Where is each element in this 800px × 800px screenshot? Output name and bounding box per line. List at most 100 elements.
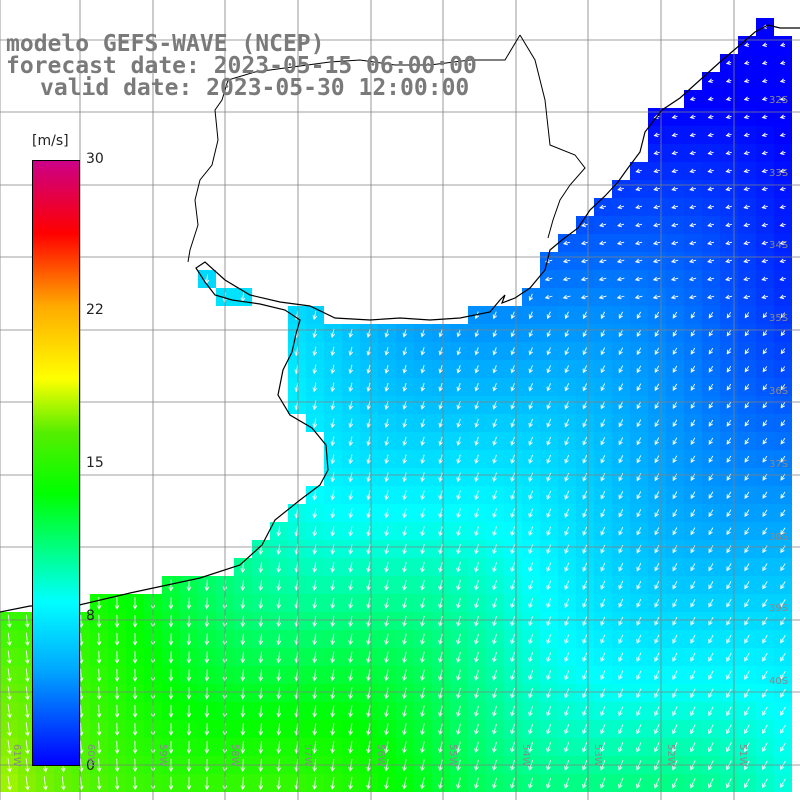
wind-arrow — [636, 329, 642, 338]
wind-arrow — [582, 670, 588, 681]
wind-arrow — [492, 562, 497, 573]
wind-arrow — [204, 705, 210, 718]
wind-arrow — [672, 598, 678, 608]
wind-arrow — [456, 526, 461, 537]
wind-arrow — [186, 615, 192, 628]
wind-arrow — [671, 132, 678, 138]
wind-arrow — [689, 168, 696, 174]
wind-arrow — [312, 310, 318, 321]
wind-arrow — [384, 382, 390, 392]
wind-arrow — [564, 526, 570, 536]
wind-arrow — [546, 562, 552, 573]
wind-arrow — [654, 527, 660, 536]
wind-arrow — [510, 634, 515, 645]
lat-label-39s: 39S — [769, 603, 789, 614]
wind-arrow — [276, 723, 282, 736]
wind-arrow — [562, 240, 571, 246]
wind-arrow — [562, 276, 571, 282]
wind-arrow — [114, 686, 120, 700]
wind-arrow — [654, 778, 660, 789]
wind-arrow — [258, 723, 264, 736]
wind-arrow — [564, 777, 570, 789]
wind-arrow — [600, 347, 606, 356]
wind-arrow — [348, 562, 353, 573]
wind-arrow — [510, 723, 515, 735]
wind-arrow — [330, 490, 336, 501]
wind-arrow — [690, 311, 696, 319]
wind-arrow — [96, 632, 102, 646]
wind-arrow — [402, 723, 407, 736]
wind-arrow — [779, 132, 786, 138]
wind-arrow — [618, 401, 624, 410]
wind-arrow — [456, 562, 461, 573]
wind-arrow — [546, 418, 552, 428]
wind-arrow — [474, 383, 479, 392]
wind-arrow — [384, 562, 389, 573]
wind-arrow — [598, 294, 607, 300]
wind-arrow — [384, 490, 389, 501]
wind-arrow — [276, 633, 282, 646]
wind-arrow — [456, 329, 462, 338]
wind-arrow — [384, 544, 389, 555]
wind-arrow — [420, 418, 425, 428]
wind-arrow — [438, 687, 443, 700]
wind-arrow — [636, 347, 642, 356]
wind-arrow — [528, 401, 533, 410]
wind-arrow — [348, 705, 353, 718]
wind-arrow — [348, 364, 354, 375]
lon-label-61w: 61W — [11, 744, 22, 767]
wind-arrow — [204, 741, 210, 754]
wind-arrow — [420, 705, 425, 718]
wind-arrow — [762, 312, 768, 319]
wind-arrow — [510, 598, 515, 609]
wind-arrow — [744, 419, 750, 427]
wind-arrow — [366, 597, 371, 609]
wind-arrow — [438, 454, 443, 465]
wind-arrow — [582, 598, 588, 609]
wind-arrow — [600, 455, 606, 464]
wind-arrow — [706, 294, 715, 300]
wind-arrow — [348, 776, 353, 790]
wind-arrow — [438, 615, 443, 627]
wind-arrow — [528, 347, 533, 356]
wind-arrow — [330, 651, 335, 664]
wind-arrow — [240, 741, 246, 754]
wind-arrow — [330, 687, 335, 700]
wind-arrow — [744, 778, 750, 789]
wind-arrow — [780, 527, 786, 536]
title-model: modelo GEFS-WAVE (NCEP) — [6, 31, 325, 57]
wind-arrow — [780, 312, 786, 319]
wind-arrow — [330, 633, 335, 646]
wind-arrow — [708, 616, 714, 626]
wind-arrow — [402, 382, 408, 392]
wind-arrow — [438, 633, 443, 645]
wind-arrow — [636, 724, 642, 735]
wind-arrow — [636, 777, 642, 789]
wind-arrow — [743, 186, 750, 192]
wind-arrow — [654, 616, 660, 626]
wind-arrow — [780, 491, 786, 499]
wind-arrow — [474, 454, 479, 465]
wind-arrow — [114, 615, 120, 628]
wind-arrow — [438, 597, 443, 609]
wind-arrow — [25, 668, 30, 683]
wind-arrow — [743, 240, 750, 246]
lon-label-55w: 55W — [447, 744, 458, 767]
wind-arrow — [780, 384, 786, 391]
wind-arrow — [114, 668, 120, 682]
wind-arrow — [708, 455, 714, 463]
wind-arrow — [7, 668, 12, 683]
wind-arrow — [456, 615, 461, 627]
wind-arrow — [492, 418, 497, 428]
wind-arrow — [636, 365, 642, 374]
wind-arrow — [634, 294, 643, 300]
wind-arrow — [762, 563, 768, 572]
wind-arrow — [780, 437, 786, 445]
wind-arrow — [743, 150, 750, 156]
wind-arrow — [456, 687, 461, 700]
wind-arrow — [384, 687, 389, 700]
wind-arrow — [528, 580, 534, 591]
wind-arrow — [564, 724, 570, 735]
wind-arrow — [384, 615, 389, 628]
